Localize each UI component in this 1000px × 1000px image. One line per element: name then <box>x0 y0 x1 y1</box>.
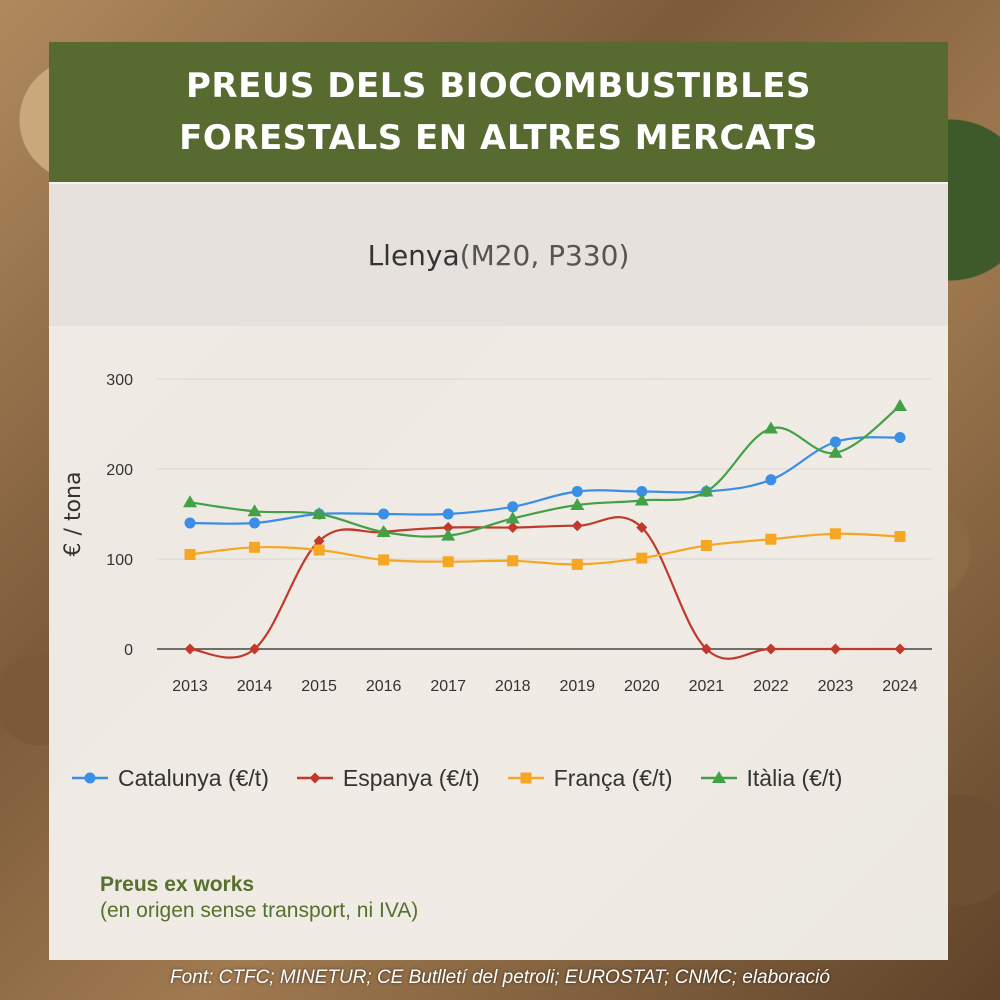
data-point <box>442 522 454 533</box>
note-title: Preus ex works <box>100 873 255 896</box>
data-point <box>313 535 325 547</box>
legend-item: Catalunya (€/t) <box>70 765 269 792</box>
price-note: Preus ex works (en origen sense transpor… <box>100 872 418 924</box>
data-point <box>636 522 648 533</box>
x-tick-label: 2023 <box>818 678 854 695</box>
data-point <box>571 520 583 532</box>
legend-marker <box>520 772 532 784</box>
data-point <box>249 643 261 655</box>
legend-label: Catalunya (€/t) <box>118 764 269 791</box>
data-point <box>442 556 454 568</box>
data-point <box>378 554 390 566</box>
data-point <box>249 541 261 553</box>
data-point <box>763 421 778 434</box>
x-tick-label: 2024 <box>882 678 918 695</box>
data-point <box>376 525 391 537</box>
legend-item: Itàlia (€/t) <box>699 764 843 792</box>
x-tick-label: 2016 <box>366 678 402 695</box>
data-point <box>570 498 585 510</box>
legend-marker <box>84 772 96 784</box>
data-point <box>828 445 843 458</box>
legend-item: França (€/t) <box>506 765 673 792</box>
legend-swatch <box>296 772 333 784</box>
data-point <box>312 507 327 519</box>
legend-label: Itàlia (€/t) <box>746 764 843 791</box>
x-tick-label: 2022 <box>753 678 789 695</box>
title-line-2: FORESTALS EN ALTRES MERCATS <box>179 118 818 158</box>
data-point <box>507 522 519 533</box>
data-point <box>184 517 196 529</box>
x-tick-label: 2013 <box>172 678 208 695</box>
data-point <box>184 643 196 655</box>
data-point <box>378 508 390 520</box>
data-point <box>571 558 583 570</box>
chart-legend: Catalunya (€/t) Espanya (€/t) França (€/t)… <box>70 758 940 798</box>
chart-title-bar: Llenya (M20, P330) <box>49 182 948 326</box>
legend-marker <box>309 772 321 784</box>
data-point <box>894 643 906 655</box>
x-tick-label: 2014 <box>237 678 273 695</box>
legend-label: Espanya (€/t) <box>342 764 480 791</box>
data-point <box>634 493 649 506</box>
series-line-2 <box>189 532 901 566</box>
data-point <box>441 528 456 541</box>
data-point <box>636 486 648 497</box>
x-tick-label: 2017 <box>430 678 466 695</box>
data-point <box>313 544 325 556</box>
data-point <box>765 533 777 545</box>
data-point <box>829 436 841 448</box>
title-line-1: PREUS DELS BIOCOMBUSTIBLES <box>186 66 811 106</box>
chart-title: Llenya <box>367 238 460 272</box>
x-tick-label: 2015 <box>301 678 337 695</box>
data-point <box>184 549 196 560</box>
legend-swatch <box>507 772 544 784</box>
legend-label: França (€/t) <box>553 764 673 791</box>
y-axis-label: € / tona <box>61 472 86 557</box>
data-point <box>505 511 520 524</box>
data-point <box>249 517 261 529</box>
data-point <box>183 495 197 508</box>
chart-title-detail: (M20, P330) <box>459 238 630 272</box>
legend-marker <box>711 771 726 783</box>
title-banner: PREUS DELS BIOCOMBUSTIBLES FORESTALS EN … <box>49 42 948 182</box>
data-point <box>894 432 906 443</box>
x-tick-label: 2018 <box>495 678 531 695</box>
data-point <box>507 555 519 567</box>
series-line-1 <box>189 516 900 660</box>
data-point <box>636 552 648 564</box>
y-tick-label: 300 <box>106 372 133 389</box>
legend-swatch <box>72 772 108 784</box>
data-point <box>442 508 454 520</box>
y-tick-label: 0 <box>124 642 133 659</box>
data-point <box>765 643 777 655</box>
data-point <box>829 643 841 655</box>
y-tick-label: 200 <box>106 462 133 479</box>
content-panel: PREUS DELS BIOCOMBUSTIBLES FORESTALS EN … <box>49 42 948 960</box>
y-tick-label: 100 <box>106 552 133 569</box>
data-point <box>699 484 714 497</box>
source-footer: Font: CTFC; MINETUR; CE Butlletí del pet… <box>170 967 830 988</box>
note-text: (en origen sense transport, ni IVA) <box>100 899 419 922</box>
data-point <box>507 501 519 513</box>
data-point <box>247 504 262 517</box>
legend-swatch <box>700 771 737 783</box>
data-point <box>700 540 712 551</box>
x-tick-label: 2019 <box>559 678 595 695</box>
data-point <box>893 399 907 411</box>
legend-item: Espanya (€/t) <box>295 765 480 792</box>
x-tick-label: 2020 <box>624 678 660 695</box>
data-point <box>765 474 777 486</box>
data-point <box>829 528 841 540</box>
data-point <box>571 486 583 497</box>
data-point <box>700 643 712 655</box>
data-point <box>894 531 906 542</box>
x-tick-label: 2021 <box>689 678 725 695</box>
series-line-0 <box>189 436 901 525</box>
